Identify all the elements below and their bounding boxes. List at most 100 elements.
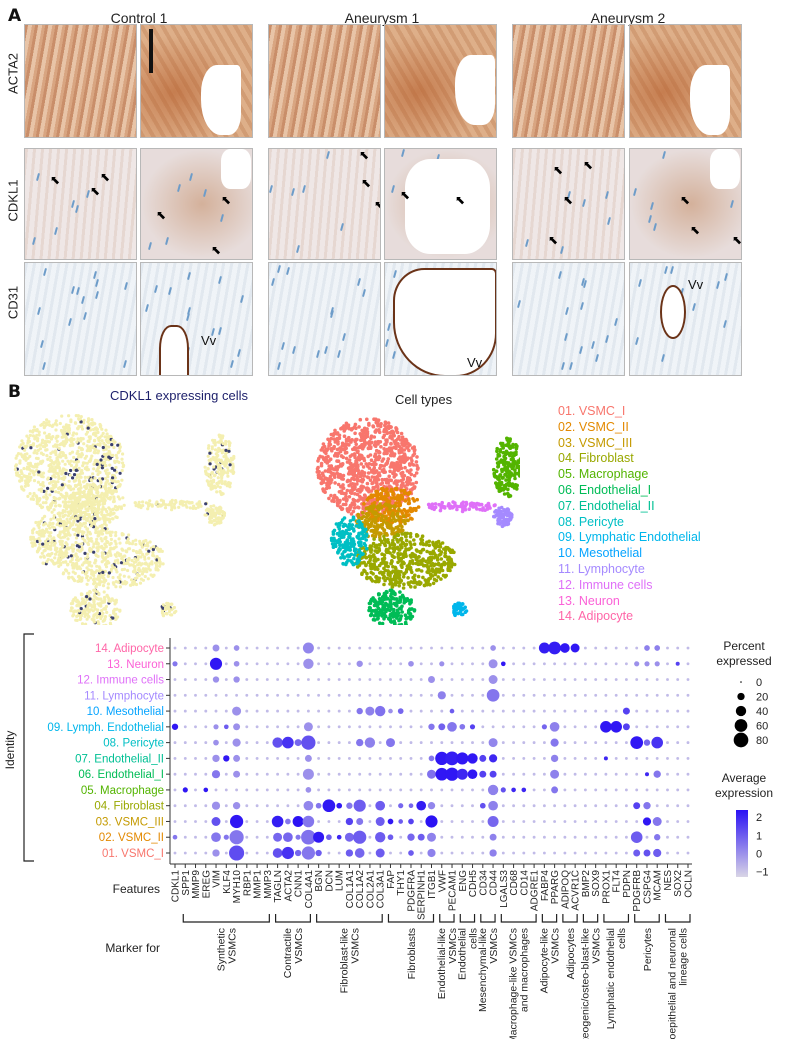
umap-cell-point [367, 466, 372, 470]
nucleus-mark [276, 264, 281, 274]
umap-cell-point [78, 521, 82, 526]
umap-cell-point [87, 422, 91, 427]
umap-cell-point [336, 482, 341, 487]
umap-cell-point [372, 478, 377, 482]
umap-cell-point [127, 558, 131, 562]
umap-cell-point [90, 564, 94, 568]
umap-cell-point [349, 541, 354, 545]
nucleus-mark [649, 201, 655, 210]
umap-cell-point [393, 581, 398, 585]
umap-cell-point [62, 475, 66, 479]
umap-cell-point [44, 527, 49, 531]
umap-cell-point [213, 448, 218, 452]
umap-cell-point [102, 618, 106, 622]
umap-cell-point [32, 491, 36, 496]
umap-cell-point [95, 569, 99, 573]
umap-cell-point [351, 544, 356, 548]
umap-cell-point [59, 428, 64, 433]
umap-cell-point [92, 603, 97, 607]
umap-cell-point [407, 498, 411, 503]
umap-cell-point [365, 502, 369, 506]
umap-cell-point [33, 428, 38, 432]
umap-cell-point [354, 426, 358, 431]
umap-cell-point [66, 514, 70, 518]
column-title-aneurysm-2: Aneurysm 2 [590, 10, 666, 26]
umap-cell-point [38, 539, 42, 543]
umap-cell-point [141, 567, 145, 571]
umap-cell-point [111, 508, 115, 512]
umap-cell-point [394, 444, 398, 449]
umap-cell-point [74, 540, 78, 545]
umap-cell-point [380, 517, 384, 522]
umap-cell-point [101, 461, 105, 465]
umap-cell-point [402, 582, 406, 586]
umap-cell-point [85, 444, 89, 448]
umap-cell-point [373, 430, 378, 434]
umap-cell-point [109, 485, 114, 489]
umap-cell-point [52, 514, 56, 518]
umap-cell-point [370, 579, 375, 583]
umap-cell-point [167, 609, 172, 614]
umap-cell-point [427, 539, 431, 544]
umap-cell-point [90, 418, 94, 422]
umap-cell-point [47, 420, 51, 424]
umap-cell-point [396, 611, 401, 615]
umap-cell-point [104, 565, 109, 569]
umap-cell-point [204, 469, 208, 473]
umap-cell-point [110, 530, 114, 534]
umap-cell-point [87, 488, 91, 492]
umap-cell-point [88, 459, 92, 463]
umap-cell-point [116, 485, 120, 489]
umap-cell-point [31, 442, 36, 446]
umap-cell-point [90, 421, 94, 425]
umap-cell-point [332, 444, 336, 449]
umap-cell-point [68, 560, 73, 564]
umap-cell-point [377, 471, 381, 475]
umap-cell-point [428, 551, 433, 556]
umap-cell-point [367, 442, 372, 447]
umap-cell-point [396, 493, 400, 498]
nucleus-mark [42, 267, 47, 277]
umap-cell-point [220, 476, 224, 480]
umap-cell-point [452, 562, 457, 567]
umap-cell-point [197, 500, 202, 504]
umap-cell-point [400, 435, 405, 439]
umap-cell-point [494, 469, 499, 474]
umap-cell-point [72, 473, 77, 477]
umap-cell-point [75, 432, 79, 436]
umap-cell-point [392, 535, 397, 539]
umap-cell-point [409, 616, 413, 620]
umap-cell-point [324, 451, 328, 455]
umap-cell-point [76, 414, 80, 418]
umap-cell-point [415, 455, 419, 459]
umap-cell-point [349, 440, 353, 444]
umap-cell-point [199, 504, 203, 508]
umap-cell-point [393, 574, 397, 578]
umap-cell-point [350, 523, 355, 527]
umap-cell-point [54, 428, 58, 432]
umap-cell-point [46, 524, 51, 528]
umap-cell-point [356, 498, 361, 502]
umap-cell-point [343, 427, 347, 432]
umap-cell-point [100, 477, 105, 481]
umap-cell-point [412, 576, 416, 580]
umap-cell-point [217, 480, 221, 485]
umap-cell-point [66, 427, 70, 431]
umap-cell-point [366, 471, 371, 475]
umap-cell-point [171, 607, 175, 611]
umap-cell-point [69, 609, 73, 613]
umap-cell-point [55, 439, 59, 443]
umap-cell-point [81, 570, 85, 574]
umap-cell-point [79, 475, 83, 479]
umap-cell-point [385, 451, 389, 455]
umap-cell-point [335, 496, 339, 501]
umap-cell-point [82, 418, 86, 422]
umap-cell-point [329, 464, 334, 468]
umap-cell-point [377, 440, 382, 444]
umap-cell-point [85, 486, 89, 490]
umap-cell-point [92, 614, 96, 618]
umap-cell-point [103, 537, 107, 541]
umap-cell-point [391, 514, 396, 519]
umap-cell-point [64, 423, 68, 427]
umap-cell-point [380, 514, 385, 518]
